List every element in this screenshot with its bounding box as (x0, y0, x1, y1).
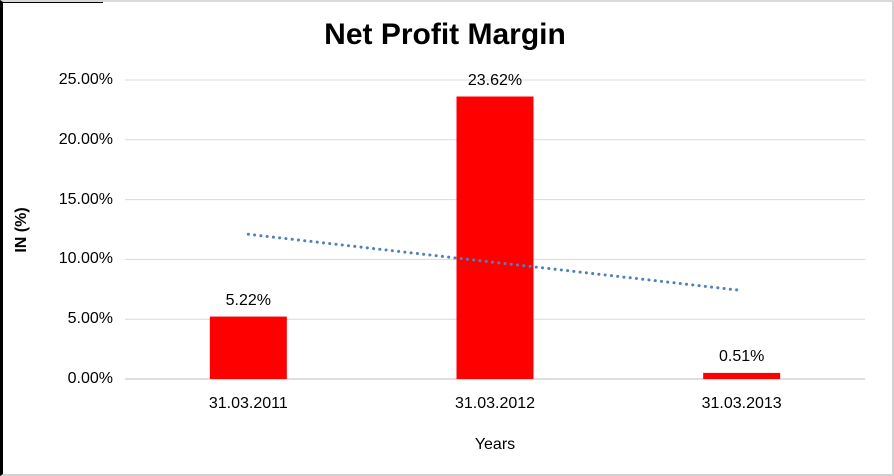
trendline (246, 232, 744, 292)
bar-31.03.2013 (703, 372, 781, 379)
y-tick-label: 15.00% (58, 190, 113, 208)
bar-data-label: 23.62% (467, 71, 523, 89)
y-tick-label: 25.00% (58, 71, 113, 88)
x-axis-title: Years (474, 436, 516, 453)
plot-area (125, 79, 865, 380)
y-tick-label: 5.00% (67, 310, 113, 328)
bar-31.03.2011 (209, 316, 287, 379)
y-tick-label: 0.00% (67, 370, 113, 387)
x-tick-label: 31.03.2013 (701, 395, 782, 412)
chart-title: Net Profit Margin (324, 18, 566, 51)
x-tick-label: 31.03.2012 (454, 395, 536, 412)
y-tick-label: 20.00% (58, 130, 113, 148)
x-tick-label: 31.03.2011 (208, 395, 288, 412)
bar-31.03.2012 (456, 96, 534, 380)
frame-edge-decoration (3, 2, 103, 3)
bar-data-label: 5.22% (225, 291, 272, 309)
bar-data-label: 0.51% (718, 347, 765, 365)
y-tick-label: 10.00% (58, 250, 113, 268)
